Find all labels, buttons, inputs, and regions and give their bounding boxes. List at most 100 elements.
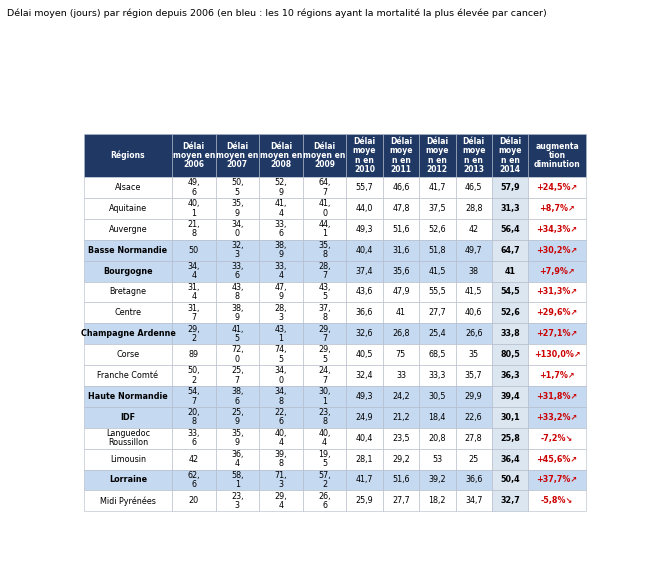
Bar [346, 365, 383, 386]
Bar [216, 365, 259, 386]
Bar [528, 302, 585, 323]
Text: 36,
4: 36, 4 [231, 450, 244, 469]
Text: 24,
7: 24, 7 [318, 366, 331, 385]
Text: 24,2: 24,2 [392, 392, 409, 401]
Text: +30,2%↗: +30,2%↗ [537, 246, 578, 254]
Bar [383, 449, 419, 470]
Text: 40,4: 40,4 [356, 434, 374, 443]
Text: 43,6: 43,6 [356, 287, 374, 297]
Text: 57,9: 57,9 [500, 183, 520, 192]
Bar [419, 428, 456, 449]
Text: 36,3: 36,3 [500, 371, 520, 380]
Bar [528, 323, 585, 344]
Bar [383, 365, 419, 386]
Text: 28,1: 28,1 [356, 455, 374, 463]
Bar [419, 134, 456, 177]
Bar [259, 302, 303, 323]
Bar [528, 282, 585, 302]
Text: 38: 38 [469, 267, 479, 276]
Bar [216, 219, 259, 240]
Bar [303, 282, 346, 302]
Bar [419, 407, 456, 428]
Text: 23,
3: 23, 3 [231, 492, 244, 510]
Bar [172, 323, 216, 344]
Bar [383, 302, 419, 323]
Text: 44,0: 44,0 [356, 204, 374, 213]
Bar [346, 177, 383, 198]
Bar [419, 198, 456, 219]
Bar [456, 470, 492, 490]
Bar [216, 323, 259, 344]
Text: 34,7: 34,7 [465, 496, 482, 505]
Bar [303, 407, 346, 428]
Bar [528, 449, 585, 470]
Bar [259, 344, 303, 365]
Bar [84, 282, 172, 302]
Text: Délai moyen (jours) par région depuis 2006 (en bleu : les 10 régions ayant la mo: Délai moyen (jours) par région depuis 20… [7, 9, 546, 18]
Text: 21,
8: 21, 8 [188, 220, 200, 238]
Bar [259, 198, 303, 219]
Text: 58,
1: 58, 1 [231, 471, 244, 489]
Bar [492, 240, 528, 261]
Text: 19,
5: 19, 5 [318, 450, 331, 469]
Bar [419, 282, 456, 302]
Text: 20: 20 [188, 496, 199, 505]
Text: 34,
0: 34, 0 [231, 220, 244, 238]
Bar [419, 302, 456, 323]
Text: IDF: IDF [121, 413, 136, 422]
Bar [216, 302, 259, 323]
Bar [172, 198, 216, 219]
Bar [346, 449, 383, 470]
Bar [259, 407, 303, 428]
Bar [492, 282, 528, 302]
Bar [303, 470, 346, 490]
Bar [84, 344, 172, 365]
Text: +24,5%↗: +24,5%↗ [537, 183, 578, 192]
Text: augmenta
tion
diminution: augmenta tion diminution [533, 141, 580, 169]
Bar [303, 134, 346, 177]
Bar [259, 470, 303, 490]
Text: 49,7: 49,7 [465, 246, 482, 254]
Text: 43,
5: 43, 5 [318, 283, 331, 301]
Text: 41: 41 [396, 308, 406, 317]
Text: 32,4: 32,4 [356, 371, 374, 380]
Bar [528, 134, 585, 177]
Bar [172, 177, 216, 198]
Text: 46,5: 46,5 [465, 183, 482, 192]
Text: 38,
6: 38, 6 [231, 387, 244, 406]
Text: 40,5: 40,5 [356, 350, 374, 359]
Bar [259, 365, 303, 386]
Text: 74,
5: 74, 5 [274, 346, 288, 364]
Text: 35,7: 35,7 [465, 371, 482, 380]
Bar [259, 490, 303, 511]
Bar [383, 407, 419, 428]
Text: 39,2: 39,2 [428, 475, 446, 485]
Bar [303, 344, 346, 365]
Bar [346, 490, 383, 511]
Bar [456, 198, 492, 219]
Bar [84, 240, 172, 261]
Bar [84, 198, 172, 219]
Bar [456, 177, 492, 198]
Text: +7,9%↗: +7,9%↗ [539, 267, 575, 276]
Bar [346, 240, 383, 261]
Text: 37,
8: 37, 8 [318, 304, 331, 322]
Text: 72,
0: 72, 0 [231, 346, 244, 364]
Bar [303, 386, 346, 407]
Bar [492, 490, 528, 511]
Text: 51,6: 51,6 [393, 475, 409, 485]
Text: Bretagne: Bretagne [110, 287, 147, 297]
Bar [492, 365, 528, 386]
Bar [419, 240, 456, 261]
Text: Délai
moye
n en
2012: Délai moye n en 2012 [426, 137, 449, 174]
Text: 30,1: 30,1 [500, 413, 520, 422]
Text: 50,
2: 50, 2 [188, 366, 200, 385]
Text: 35,
9: 35, 9 [231, 199, 244, 218]
Text: 38,
9: 38, 9 [274, 241, 287, 260]
Text: 33,
6: 33, 6 [188, 429, 200, 447]
Bar [346, 407, 383, 428]
Bar [383, 470, 419, 490]
Text: Délai
moye
n en
2010: Délai moye n en 2010 [353, 137, 376, 174]
Text: 52,6: 52,6 [428, 225, 446, 234]
Bar [456, 134, 492, 177]
